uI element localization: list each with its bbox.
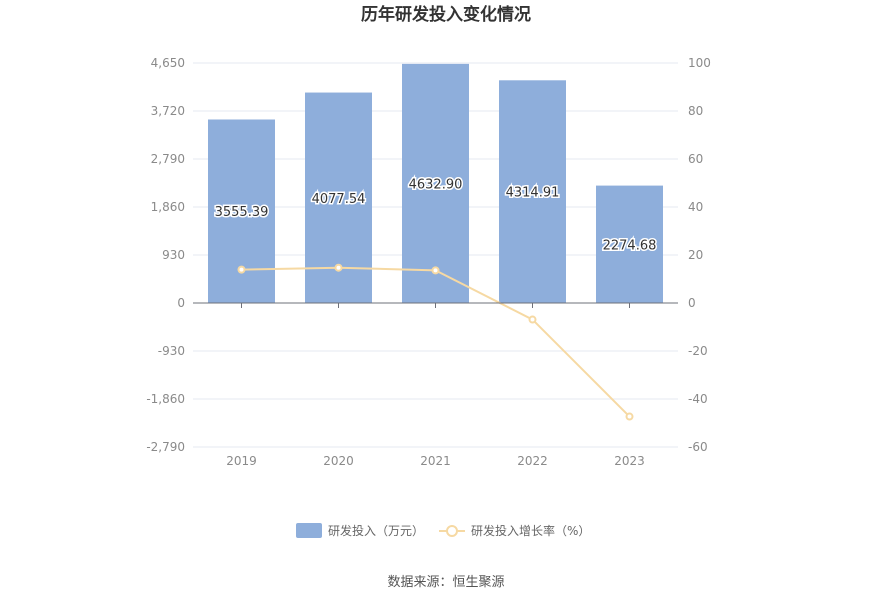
y-right-tick-label: 100 bbox=[688, 56, 711, 70]
legend-line-marker bbox=[446, 525, 458, 537]
x-tick-label: 2020 bbox=[323, 454, 354, 468]
y-right-tick-label: -60 bbox=[688, 440, 708, 454]
y-axis-right: 100 80 60 40 20 0 -20 -40 -60 bbox=[688, 56, 711, 454]
bar bbox=[596, 185, 663, 303]
y-left-tick-label: -2,790 bbox=[146, 440, 185, 454]
x-tick-label: 2021 bbox=[420, 454, 451, 468]
y-right-tick-label: 0 bbox=[688, 296, 696, 310]
y-left-tick-label: 3,720 bbox=[151, 104, 185, 118]
legend-line-label[interactable]: 研发投入增长率（%） bbox=[471, 523, 590, 538]
y-right-tick-label: -40 bbox=[688, 392, 708, 406]
y-right-tick-label: 40 bbox=[688, 200, 703, 214]
bar-value-label: 4632.90 bbox=[409, 177, 463, 192]
data-source: 数据来源：恒生聚源 bbox=[387, 575, 504, 590]
growth-point bbox=[625, 412, 634, 421]
y-left-tick-label: 1,860 bbox=[151, 200, 185, 214]
growth-point bbox=[334, 263, 343, 272]
bar bbox=[499, 80, 566, 303]
legend: 研发投入（万元） 研发投入增长率（%） bbox=[296, 523, 590, 538]
y-left-tick-label: 930 bbox=[162, 248, 185, 262]
bar-value-label: 3555.39 bbox=[215, 205, 269, 220]
y-left-tick-label: 0 bbox=[177, 296, 185, 310]
y-left-tick-label: 2,790 bbox=[151, 152, 185, 166]
x-tick-label: 2023 bbox=[614, 454, 645, 468]
y-left-tick-label: -1,860 bbox=[146, 392, 185, 406]
growth-point bbox=[528, 315, 537, 324]
y-left-tick-label: -930 bbox=[158, 344, 185, 358]
growth-point bbox=[431, 266, 440, 275]
bar-value-label: 4314.91 bbox=[506, 186, 560, 201]
x-tick-label: 2019 bbox=[226, 454, 257, 468]
y-left-tick-label: 4,650 bbox=[151, 56, 185, 70]
growth-point bbox=[237, 265, 246, 274]
y-right-tick-label: 60 bbox=[688, 152, 703, 166]
chart-title: 历年研发投入变化情况 bbox=[361, 4, 531, 25]
bar-value-label: 2274.68 bbox=[603, 238, 657, 253]
y-right-tick-label: 20 bbox=[688, 248, 703, 262]
y-axis-left: 4,650 3,720 2,790 1,860 930 0 -930 -1,860 -2,790 bbox=[146, 56, 185, 454]
bar-value-label: 4077.54 bbox=[312, 192, 366, 207]
legend-bar-swatch[interactable] bbox=[296, 523, 322, 538]
line-series bbox=[237, 263, 634, 421]
y-right-tick-label: 80 bbox=[688, 104, 703, 118]
legend-bar-label[interactable]: 研发投入（万元） bbox=[328, 523, 424, 538]
bar-series: 3555.39 4077.54 4632.90 4314.91 2274.68 bbox=[208, 63, 663, 303]
x-tick-label: 2022 bbox=[517, 454, 548, 468]
x-axis: 2019 2020 2021 2022 2023 bbox=[193, 302, 678, 468]
y-right-tick-label: -20 bbox=[688, 344, 708, 358]
bar bbox=[402, 63, 469, 303]
